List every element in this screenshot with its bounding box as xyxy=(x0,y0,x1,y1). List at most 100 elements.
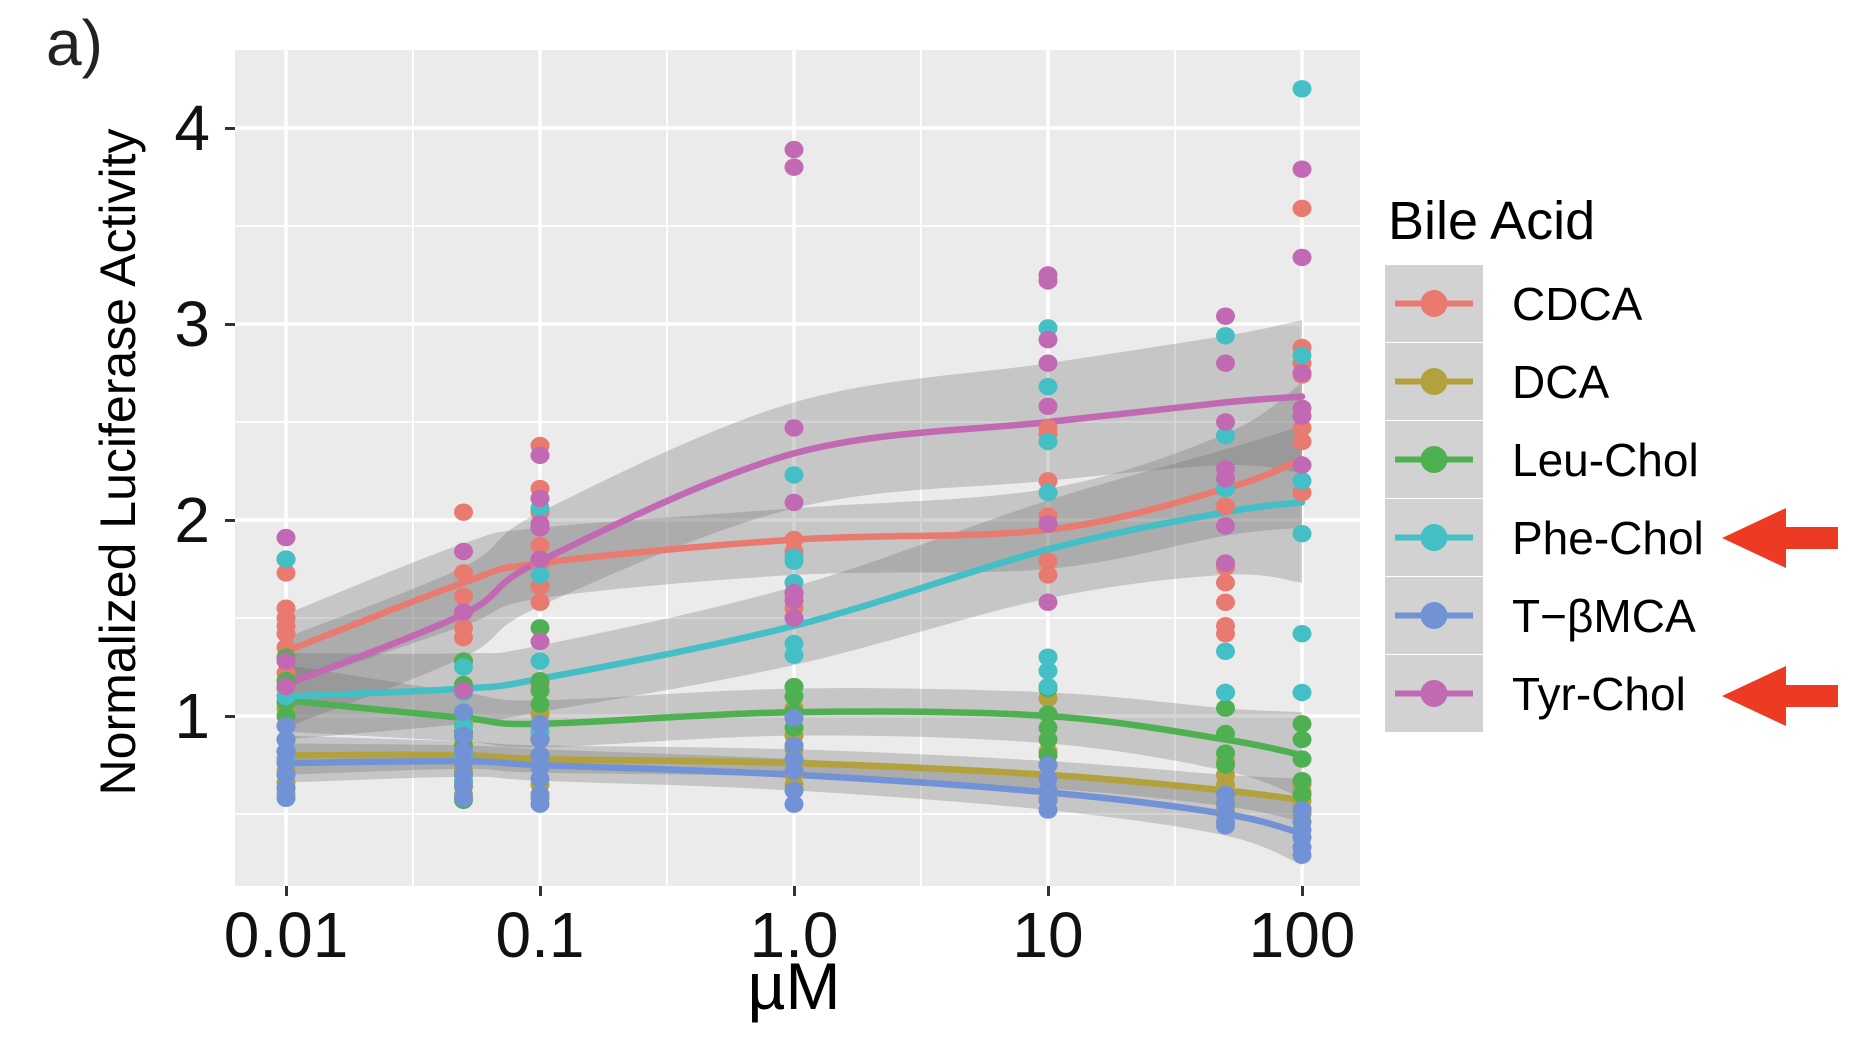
data-point xyxy=(276,528,296,547)
data-point xyxy=(276,766,296,784)
data-point xyxy=(1292,472,1312,490)
data-point xyxy=(1216,683,1235,702)
legend-label-T−βMCA: T−βMCA xyxy=(1512,589,1696,642)
data-point xyxy=(1216,497,1235,515)
data-point xyxy=(454,603,473,621)
data-point xyxy=(1216,517,1235,535)
red-arrow-Tyr-Chol xyxy=(1722,666,1838,726)
data-point xyxy=(1038,354,1058,372)
data-point xyxy=(1292,846,1312,864)
data-point xyxy=(530,446,550,464)
panel-label: a) xyxy=(46,7,103,79)
data-point xyxy=(1038,515,1058,533)
red-arrow-Phe-Chol xyxy=(1722,508,1838,568)
legend-title: Bile Acid xyxy=(1388,191,1596,251)
legend-key-Tyr-Chol xyxy=(1385,655,1483,732)
data-points-Tyr-Chol xyxy=(276,140,1312,700)
data-point xyxy=(1216,554,1235,572)
y-tick-mark xyxy=(225,518,235,522)
data-point xyxy=(784,646,804,664)
data-point xyxy=(784,709,804,727)
data-point xyxy=(784,762,804,780)
data-point xyxy=(454,726,473,745)
y-tick-label: 4 xyxy=(174,92,210,164)
x-tick-mark xyxy=(792,886,796,896)
data-point xyxy=(1038,801,1058,819)
data-point xyxy=(530,632,550,651)
data-point xyxy=(454,658,473,676)
x-axis-title: µM xyxy=(747,949,841,1023)
data-point xyxy=(1292,772,1312,790)
data-point xyxy=(454,628,473,647)
data-point xyxy=(454,564,473,582)
data-point xyxy=(1038,648,1058,666)
data-point xyxy=(1292,248,1312,267)
data-point xyxy=(530,489,550,508)
x-tick-label: 0.1 xyxy=(495,899,585,971)
data-point xyxy=(1038,705,1058,723)
data-point xyxy=(1038,272,1058,290)
data-point xyxy=(1038,552,1058,570)
data-point xyxy=(1038,593,1058,611)
data-point xyxy=(1216,327,1235,345)
data-point xyxy=(1038,378,1058,396)
data-point xyxy=(454,681,473,700)
y-axis-title: Normalized Luciferase Activity xyxy=(90,128,146,796)
data-point xyxy=(784,419,804,437)
data-point xyxy=(1292,730,1312,749)
data-point xyxy=(1216,354,1235,372)
data-point xyxy=(784,609,804,627)
y-tick-label: 1 xyxy=(174,680,210,752)
data-point xyxy=(1216,642,1235,660)
x-tick-label: 10 xyxy=(1012,899,1084,971)
data-point xyxy=(1216,593,1235,611)
data-point xyxy=(1216,625,1235,643)
data-point xyxy=(1292,625,1312,643)
legend-key-CDCA xyxy=(1385,265,1483,342)
legend-key-DCA xyxy=(1385,343,1483,420)
data-point xyxy=(1038,566,1058,584)
data-point xyxy=(784,493,804,512)
data-point xyxy=(1038,432,1058,451)
data-point xyxy=(1216,413,1235,431)
plot-svg xyxy=(235,50,1360,886)
legend-label-Leu-Chol: Leu-Chol xyxy=(1512,433,1699,486)
data-point xyxy=(784,781,804,800)
data-point xyxy=(1216,817,1235,835)
data-point xyxy=(784,466,804,484)
data-point xyxy=(1216,574,1235,592)
data-point xyxy=(1216,756,1235,774)
data-point xyxy=(276,550,296,568)
data-point xyxy=(1292,346,1312,365)
legend-key-Phe-Chol xyxy=(1385,499,1483,576)
plot-area xyxy=(235,50,1360,886)
data-point xyxy=(1292,785,1312,804)
data-point xyxy=(276,677,296,696)
y-tick-label: 2 xyxy=(174,484,210,556)
data-point xyxy=(1216,699,1235,717)
data-point xyxy=(784,552,804,570)
plot-panel xyxy=(235,50,1360,886)
y-tick-mark xyxy=(225,322,235,326)
data-point xyxy=(276,717,296,735)
data-point xyxy=(530,619,550,637)
legend-dot-swatch xyxy=(1420,680,1448,707)
data-point xyxy=(784,736,804,755)
data-point xyxy=(454,789,473,807)
data-point xyxy=(1216,427,1235,445)
data-point xyxy=(784,140,804,159)
data-points-T−βMCA xyxy=(276,703,1312,864)
x-tick-label: 0.01 xyxy=(223,899,349,971)
data-point xyxy=(530,519,550,537)
data-point xyxy=(1216,307,1235,325)
y-tick-mark xyxy=(225,126,235,130)
data-point xyxy=(1292,364,1312,382)
data-point xyxy=(276,652,296,670)
data-point xyxy=(454,703,473,721)
data-point xyxy=(276,789,296,807)
data-point xyxy=(530,652,550,670)
data-point xyxy=(1216,724,1235,743)
data-point xyxy=(1292,407,1312,425)
data-point xyxy=(1292,80,1312,98)
